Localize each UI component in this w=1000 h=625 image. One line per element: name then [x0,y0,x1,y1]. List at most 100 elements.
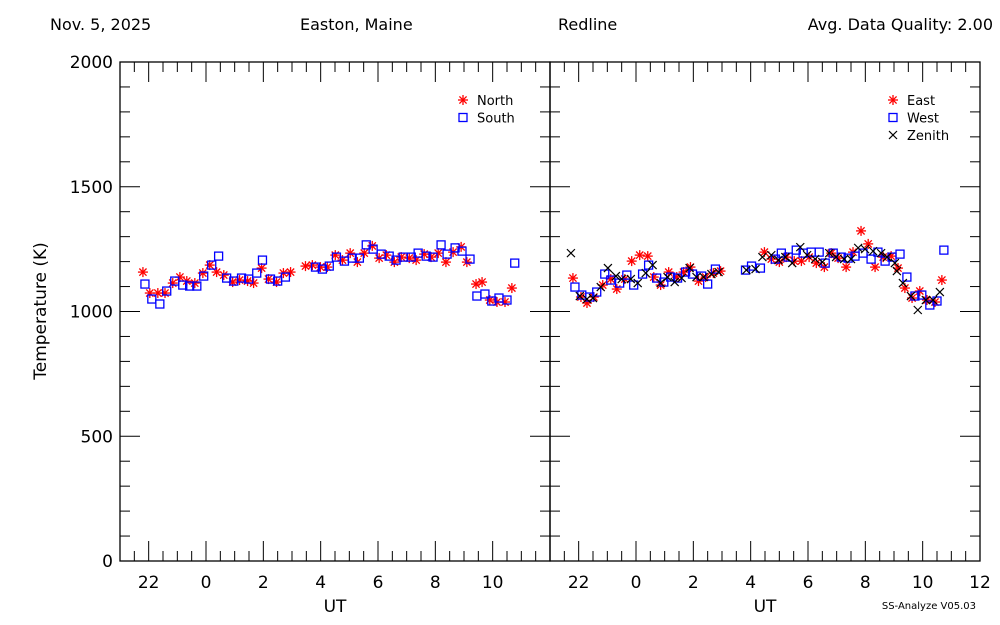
data-point-zenith [921,295,931,305]
marker-square [836,252,846,262]
marker-stroke [663,272,672,282]
data-point-south [140,279,150,289]
data-point-south [391,255,401,265]
marker-stroke [706,269,716,279]
data-point-north [440,257,451,268]
marker-square [421,251,431,261]
marker-stroke [766,250,776,260]
marker-stroke [138,268,147,277]
data-point-zenith [780,252,790,262]
marker-square [428,252,438,262]
data-point-west [687,269,698,279]
data-point-zenith [656,278,666,288]
marker-square [895,249,905,259]
data-point-south [199,271,209,281]
legend-label-south: South [477,112,515,127]
data-point-zenith [588,293,598,303]
data-point-zenith [685,263,695,273]
marker-stroke [921,295,931,305]
marker-square [606,275,616,285]
marker-square [458,112,468,123]
data-point-west [814,247,824,257]
data-point-zenith [824,248,834,258]
data-point-south [324,261,334,271]
marker-square [570,282,580,292]
x-tick-label: 4 [745,573,756,593]
data-point-west [746,261,757,271]
marker-square [866,254,876,264]
marker-square [244,274,254,284]
marker-stroke [864,239,873,248]
data-point-south [457,246,467,256]
data-point-south [147,294,157,304]
data-point-zenith [898,278,908,288]
marker-square [888,112,898,123]
marker-stroke [462,258,471,267]
data-point-west [917,290,927,300]
data-point-west [643,260,654,270]
marker-stroke [908,293,917,303]
marker-stroke [458,95,468,105]
marker-square [487,296,497,306]
data-point-north [307,260,318,271]
marker-stroke [617,274,627,284]
x-axis-title-left: UT [324,597,347,617]
data-point-west [902,272,912,282]
marker-stroke [928,295,938,305]
data-point-south [213,251,224,261]
data-point-zenith [906,291,916,301]
data-point-zenith [766,250,776,260]
marker-stroke [846,254,856,264]
legend-label-zenith: Zenith [907,129,949,144]
marker-stroke [787,258,797,268]
y-tick-label: 500 [81,427,113,447]
marker-square [680,267,691,277]
x-tick-label: 0 [631,573,642,593]
data-point-east [626,256,637,267]
x-axis-title-right: UT [754,597,777,617]
marker-stroke [694,277,703,286]
data-point-south [178,280,188,290]
x-tick-label: 2 [258,573,269,593]
data-point-north [285,267,296,278]
marker-square [457,246,467,256]
marker-stroke [856,226,866,235]
data-point-north [461,257,472,268]
marker-square [252,268,262,278]
data-point-north [389,257,400,268]
marker-square [629,280,639,290]
marker-stroke [212,268,221,277]
marker-stroke [175,273,184,282]
marker-square [140,279,150,289]
x-tick-label: 2 [688,573,699,593]
data-point-south [347,253,357,263]
data-point-zenith [633,278,643,288]
data-point-east [936,275,947,286]
data-point-south [252,268,262,278]
legend-marker-north [458,95,468,105]
data-point-zenith [670,277,680,287]
data-point-west [895,249,905,259]
x-tick-label: 8 [430,573,441,593]
data-point-west [570,282,580,292]
data-point-east [921,295,932,306]
data-point-zenith [928,295,938,305]
marker-square [185,281,195,291]
marker-stroke [603,263,613,273]
marker-stroke [582,294,592,304]
data-point-zenith [935,287,945,297]
marker-stroke [757,252,767,262]
x-tick-label: 8 [860,573,871,593]
data-point-east [634,250,645,261]
data-point-south [192,281,202,291]
marker-square [710,264,721,274]
marker-square [450,243,460,253]
marker-square [310,262,321,272]
marker-stroke [876,248,886,258]
data-point-zenith [714,267,723,277]
x-tick-label: 22 [568,573,590,593]
marker-square [703,279,713,289]
marker-square [600,269,610,279]
marker-stroke [922,295,932,305]
